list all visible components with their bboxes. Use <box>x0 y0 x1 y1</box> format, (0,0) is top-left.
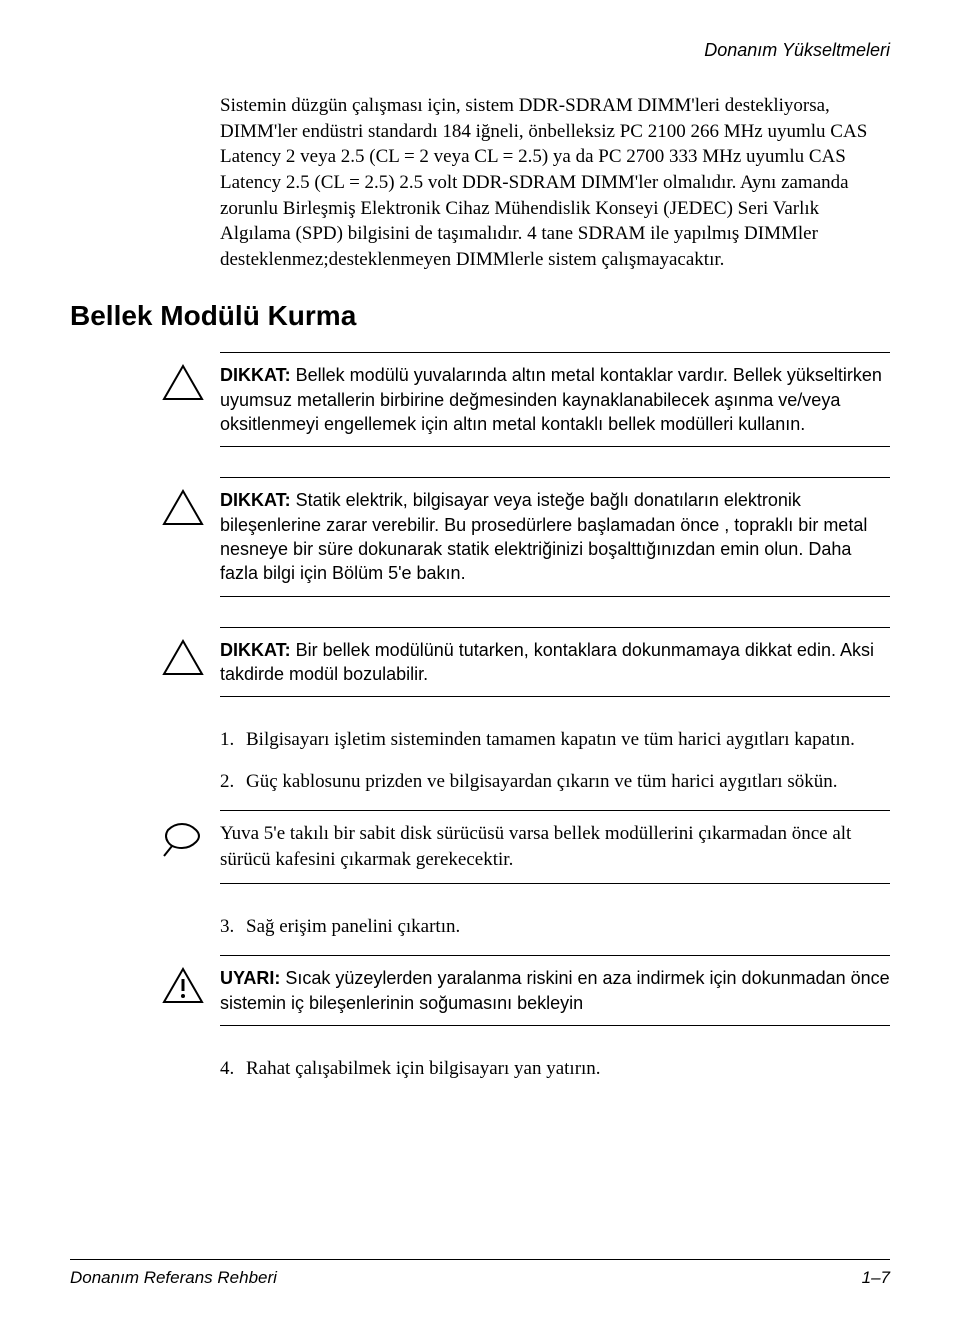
caution-icon <box>162 364 204 402</box>
footer-rule <box>70 1259 890 1260</box>
callout-rule-bottom <box>220 696 890 697</box>
list-item: 4. Rahat çalışabilmek için bilgisayarı y… <box>220 1056 890 1082</box>
page-header: Donanım Yükseltmeleri <box>70 40 890 61</box>
step-number: 1. <box>220 727 246 753</box>
caution-icon <box>162 489 204 527</box>
list-item: 1. Bilgisayarı işletim sisteminden tamam… <box>220 727 890 753</box>
step-text: Bilgisayarı işletim sisteminden tamamen … <box>246 727 890 753</box>
callout-rule-bottom <box>220 446 890 447</box>
step-text: Sağ erişim panelini çıkartın. <box>246 914 890 940</box>
step-number: 4. <box>220 1056 246 1082</box>
list-item: 3. Sağ erişim panelini çıkartın. <box>220 914 890 940</box>
header-title: Donanım Yükseltmeleri <box>704 40 890 60</box>
callout-lead: DIKKAT: <box>220 365 291 385</box>
callout-body: Yuva 5'e takılı bir sabit disk sürücüsü … <box>220 811 890 882</box>
callout-rule-bottom <box>220 596 890 597</box>
step-number: 2. <box>220 769 246 795</box>
callout-text: Sıcak yüzeylerden yaralanma riskini en a… <box>220 968 890 1012</box>
callout-body: DIKKAT: Statik elektrik, bilgisayar veya… <box>220 478 890 595</box>
intro-text: Sistemin düzgün çalışması için, sistem D… <box>220 95 867 270</box>
callout-body: DIKKAT: Bir bellek modülünü tutarken, ko… <box>220 628 890 697</box>
warning-icon <box>162 967 204 1005</box>
step-list: 3. Sağ erişim panelini çıkartın. <box>220 914 890 940</box>
callout-lead: DIKKAT: <box>220 640 291 660</box>
note-icon <box>162 822 206 858</box>
callout-rule-bottom <box>220 883 890 884</box>
step-text: Rahat çalışabilmek için bilgisayarı yan … <box>246 1056 890 1082</box>
callout-text: Bellek modülü yuvalarında altın metal ko… <box>220 365 882 434</box>
callout-body: DIKKAT: Bellek modülü yuvalarında altın … <box>220 353 890 446</box>
step-list: 4. Rahat çalışabilmek için bilgisayarı y… <box>220 1056 890 1082</box>
step-number: 3. <box>220 914 246 940</box>
callout-text: Statik elektrik, bilgisayar veya isteğe … <box>220 490 867 583</box>
intro-paragraph: Sistemin düzgün çalışması için, sistem D… <box>220 93 890 272</box>
note-callout: Yuva 5'e takılı bir sabit disk sürücüsü … <box>220 810 890 883</box>
caution-callout-2: DIKKAT: Statik elektrik, bilgisayar veya… <box>220 477 890 596</box>
footer-right: 1–7 <box>862 1268 890 1288</box>
page-footer: Donanım Referans Rehberi 1–7 <box>70 1259 890 1288</box>
step-text: Güç kablosunu prizden ve bilgisayardan ç… <box>246 769 890 795</box>
section-heading: Bellek Modülü Kurma <box>70 300 890 332</box>
callout-text: Bir bellek modülünü tutarken, kontaklara… <box>220 640 874 684</box>
footer-row: Donanım Referans Rehberi 1–7 <box>70 1268 890 1288</box>
callout-lead: UYARI: <box>220 968 280 988</box>
footer-left: Donanım Referans Rehberi <box>70 1268 277 1288</box>
callout-body: UYARI: Sıcak yüzeylerden yaralanma riski… <box>220 956 890 1025</box>
caution-icon <box>162 639 204 677</box>
caution-callout-1: DIKKAT: Bellek modülü yuvalarında altın … <box>220 352 890 447</box>
step-list: 1. Bilgisayarı işletim sisteminden tamam… <box>220 727 890 794</box>
warning-callout: UYARI: Sıcak yüzeylerden yaralanma riski… <box>220 955 890 1026</box>
callout-rule-bottom <box>220 1025 890 1026</box>
callout-text: Yuva 5'e takılı bir sabit disk sürücüsü … <box>220 823 851 870</box>
caution-callout-3: DIKKAT: Bir bellek modülünü tutarken, ko… <box>220 627 890 698</box>
list-item: 2. Güç kablosunu prizden ve bilgisayarda… <box>220 769 890 795</box>
callout-lead: DIKKAT: <box>220 490 291 510</box>
